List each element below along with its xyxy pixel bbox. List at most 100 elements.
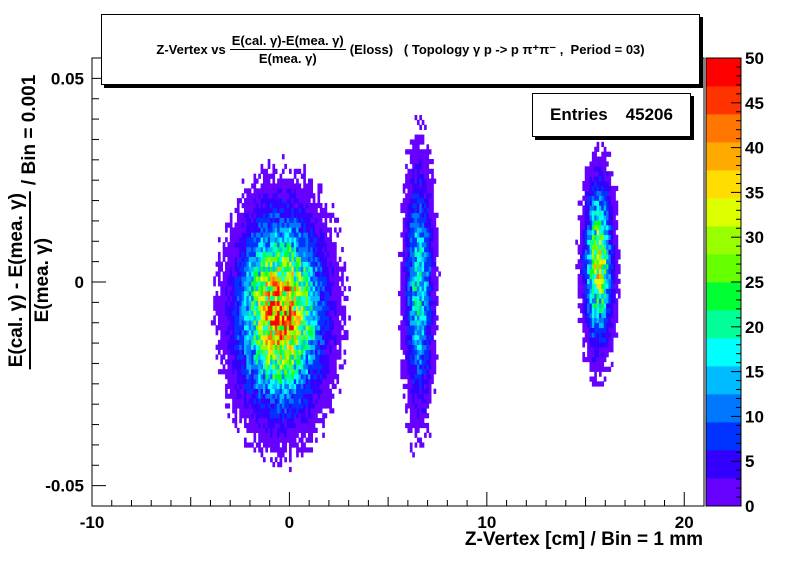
heatmap-cell [409,427,413,433]
heatmap-cell [405,149,408,155]
heatmap-cell [310,408,314,414]
heatmap-cell [267,256,271,262]
heatmap-cell [267,418,271,424]
heatmap-cell [274,232,278,238]
heatmap-cell [258,212,261,218]
heatmap-cell [577,259,581,265]
heatmap-cell [236,403,240,409]
heatmap-cell [416,246,420,253]
heatmap-cell [291,227,295,233]
heatmap-cell [603,254,607,260]
heatmap-cell [293,198,297,204]
heatmap-cell [281,398,285,404]
heatmap-cell [584,229,588,236]
heatmap-cell [407,188,411,194]
heatmap-cell [319,354,323,360]
heatmap-cell [402,330,406,336]
heatmap-cell [248,325,252,331]
heatmap-cell [610,298,614,304]
x-tick-label: 20 [675,513,694,532]
heatmap-cell [312,237,316,243]
heatmap-cell [324,374,328,380]
heatmap-cell [322,212,325,218]
heatmap-cell [409,168,413,174]
heatmap-cell [289,242,292,248]
heatmap-cell [596,171,600,177]
heatmap-cell [407,364,411,370]
heatmap-cell [236,300,240,306]
heatmap-cell [286,437,290,443]
heatmap-cell [424,388,427,394]
heatmap-cell [416,305,420,311]
heatmap-cell [431,364,434,370]
heatmap-cell [305,246,309,253]
heatmap-cell [236,276,240,282]
heatmap-cell [239,212,242,218]
heatmap-cell [244,349,247,355]
heatmap-cell [310,188,314,194]
heatmap-cell [239,305,242,311]
heatmap-cell [603,185,607,192]
heatmap-cell [227,271,231,277]
heatmap-cell [580,303,583,309]
heatmap-cell [317,403,321,409]
heatmap-cell [426,149,430,155]
heatmap-cell [324,251,328,258]
heatmap-cell [402,261,406,267]
heatmap-cell [615,273,619,280]
heatmap-cell [421,325,425,331]
heatmap-cell [289,427,292,433]
heatmap-cell [315,374,318,380]
heatmap-cell [215,271,219,277]
heatmap-cell [284,178,287,184]
heatmap-cell [255,393,259,399]
heatmap-cell [317,188,321,194]
heatmap-cell [244,227,247,233]
heatmap-cell [315,418,318,424]
heatmap-cell [601,210,605,216]
heatmap-cell [416,315,420,321]
heatmap-cell [244,437,247,443]
heatmap-cell [312,393,316,399]
heatmap-cell [412,266,415,272]
heatmap-cell [412,242,415,248]
heatmap-cell [227,393,231,399]
heatmap-cell [300,202,304,209]
heatmap-cell [267,207,271,214]
heatmap-cell [296,427,299,433]
heatmap-cell [421,134,425,140]
heatmap-cell [239,378,242,385]
heatmap-cell [329,217,332,223]
heatmap-cell [338,330,342,336]
heatmap-cell [317,339,321,346]
heatmap-cell [587,229,590,236]
heatmap-cell [587,352,590,358]
z-tick-label: 30 [745,228,764,247]
heatmap-cell [293,295,297,302]
heatmap-cell [262,330,266,336]
heatmap-cell [405,183,408,189]
heatmap-cell [405,261,408,267]
heatmap-cell [270,281,273,287]
heatmap-cell [312,359,316,365]
heatmap-cell [409,266,413,272]
heatmap-cell [253,276,257,282]
heatmap-cell [253,251,257,258]
heatmap-cell [416,242,420,248]
heatmap-cell [303,276,306,282]
heatmap-cell [594,268,597,275]
heatmap-cell [580,264,583,270]
heatmap-cell [303,290,306,297]
heatmap-cell [248,222,252,228]
heatmap-cell [412,295,415,302]
heatmap-cell [286,217,290,223]
heatmap-cell [606,347,609,353]
heatmap-cell [428,266,432,272]
heatmap-cell [419,246,422,253]
heatmap-cell [433,266,437,272]
heatmap-cell [253,222,257,228]
heatmap-cell [596,146,600,152]
heatmap-cell [421,364,425,370]
heatmap-cell [291,403,295,409]
heatmap-cell [284,349,287,355]
